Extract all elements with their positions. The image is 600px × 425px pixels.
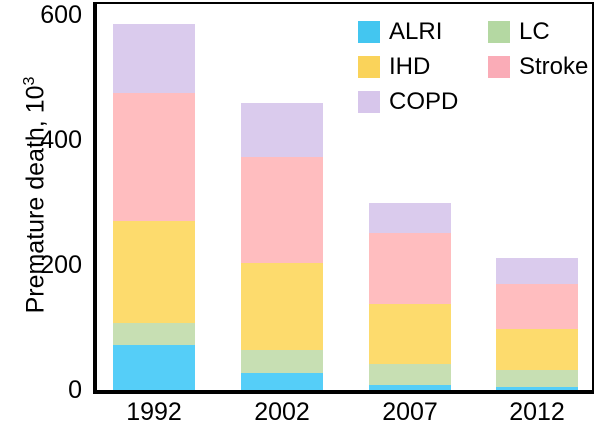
x-tick-label-2007: 2007 [382,398,438,425]
bar-segment-lc-1992 [113,323,195,345]
bars-container [97,4,592,390]
y-tick-label-200: 200 [40,251,82,279]
bar-segment-stroke-2002 [241,156,323,264]
bar-segment-alri-2007 [369,385,451,390]
bar-segment-lc-2002 [241,350,323,374]
bar-segment-alri-1992 [113,345,195,390]
bar-segment-stroke-1992 [113,93,195,222]
legend-label-alri: ALRI [389,18,443,45]
plot-area [93,2,594,394]
bar-segment-copd-2012 [496,258,578,284]
bar-segment-ihd-1992 [113,221,195,324]
legend-swatch-alri [358,21,380,43]
legend-item-alri: ALRI [358,20,442,44]
y-axis-title: Premature death, 103 [15,45,49,345]
y-axis-title-text: Premature death, 10 [21,85,50,314]
bar-segment-alri-2012 [496,386,578,390]
x-tick-label-1992: 1992 [126,398,182,425]
bar-segment-ihd-2012 [496,328,578,370]
legend-item-copd: COPD [358,90,458,114]
y-axis-title-exponent: 3 [21,76,38,86]
legend-swatch-lc [488,21,510,43]
bar-segment-copd-2002 [241,102,323,157]
legend-label-lc: LC [519,18,550,45]
legend-label-copd: COPD [389,88,459,115]
y-tick-label-400: 400 [40,126,82,154]
bar-segment-alri-2002 [241,373,323,390]
x-tick-label-2002: 2002 [254,398,310,425]
bar-segment-copd-2007 [369,202,451,233]
legend-label-stroke: Stroke [519,53,589,80]
legend-swatch-stroke [488,56,510,78]
y-tick-label-600: 600 [40,1,82,29]
legend-label-ihd: IHD [389,53,431,80]
bar-segment-stroke-2012 [496,283,578,329]
bar-segment-ihd-2002 [241,263,323,350]
bar-segment-stroke-2007 [369,232,451,304]
bar-segment-copd-1992 [113,24,195,94]
legend-swatch-ihd [358,56,380,78]
legend-item-stroke: Stroke [488,55,588,79]
y-tick-label-0: 0 [68,376,82,404]
bar-segment-ihd-2007 [369,303,451,364]
bar-segment-lc-2012 [496,370,578,387]
x-tick-label-2012: 2012 [509,398,565,425]
legend-item-ihd: IHD [358,55,430,79]
legend-item-lc: LC [488,20,550,44]
legend-swatch-copd [358,91,380,113]
bar-segment-lc-2007 [369,363,451,385]
